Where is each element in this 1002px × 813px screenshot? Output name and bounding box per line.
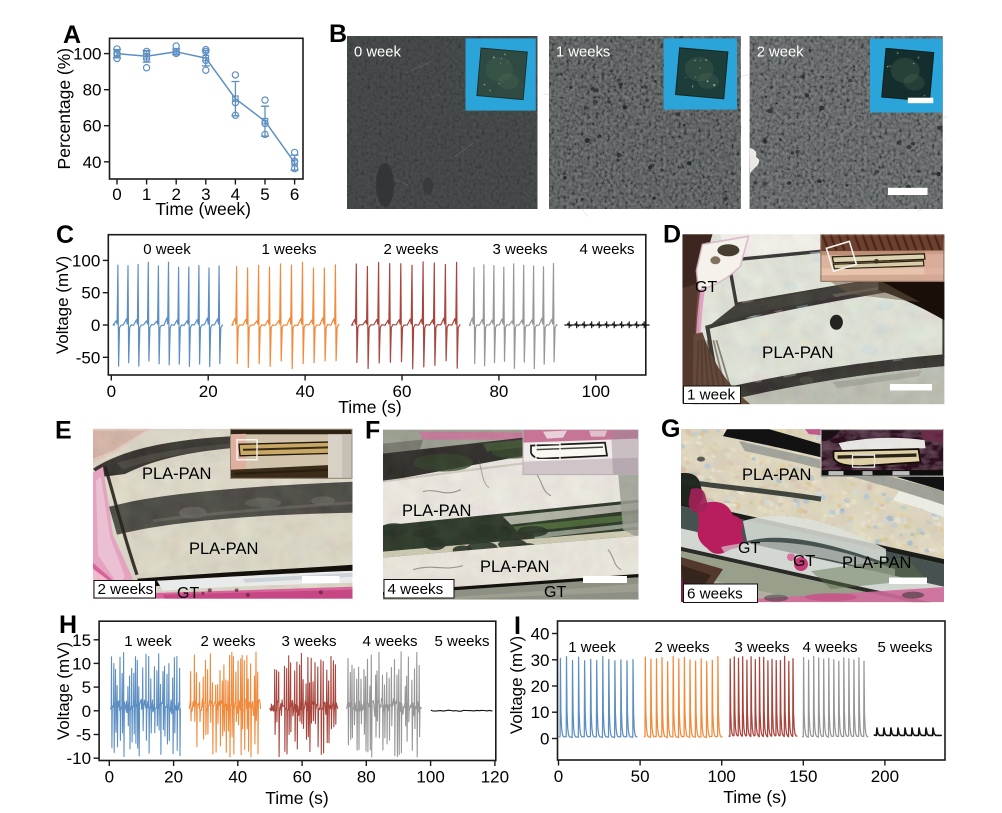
svg-text:E: E [55,417,72,445]
svg-text:120: 120 [481,768,509,787]
svg-text:2 weeks: 2 weeks [654,639,709,656]
svg-text:10: 10 [72,654,91,673]
svg-text:Voltage (mV): Voltage (mV) [54,642,73,740]
svg-text:5 weeks: 5 weeks [434,633,489,650]
svg-text:F: F [365,417,380,445]
svg-text:H: H [59,611,77,639]
svg-text:100: 100 [416,768,444,787]
svg-text:PLA-PAN: PLA-PAN [142,465,211,483]
svg-text:GT: GT [695,279,717,296]
svg-text:GT: GT [177,585,199,602]
svg-text:50: 50 [81,284,100,303]
svg-text:0 week: 0 week [354,45,401,61]
svg-text:100: 100 [73,45,101,64]
svg-text:1 weeks: 1 weeks [556,45,610,61]
svg-text:GT: GT [544,584,566,601]
svg-text:1: 1 [142,185,151,204]
svg-text:0: 0 [105,768,114,787]
svg-text:PLA-PAN: PLA-PAN [762,343,834,362]
svg-text:B: B [329,20,347,48]
svg-text:0: 0 [107,382,116,401]
svg-text:2 week: 2 week [757,45,804,61]
svg-text:60: 60 [393,382,412,401]
svg-text:GT: GT [738,540,760,557]
svg-text:1 week: 1 week [568,639,616,656]
svg-text:15: 15 [72,631,91,650]
svg-text:40: 40 [296,382,315,401]
svg-text:D: D [663,221,681,249]
svg-text:-5: -5 [76,726,91,745]
svg-text:60: 60 [83,117,102,136]
svg-text:Voltage (mV): Voltage (mV) [507,636,526,734]
svg-text:3 weeks: 3 weeks [734,639,789,656]
svg-text:40: 40 [83,153,102,172]
svg-text:2 weeks: 2 weeks [200,633,255,650]
svg-text:3 weeks: 3 weeks [492,241,547,258]
svg-text:20: 20 [199,382,218,401]
svg-text:4 weeks: 4 weeks [579,241,634,258]
svg-text:80: 80 [83,81,102,100]
svg-text:6: 6 [290,185,299,204]
svg-text:5 weeks: 5 weeks [877,639,932,656]
svg-text:50: 50 [631,767,650,786]
svg-text:100: 100 [72,251,100,270]
svg-text:100: 100 [708,767,736,786]
svg-text:I: I [514,612,521,640]
svg-text:2 weeks: 2 weeks [383,241,438,258]
svg-text:G: G [661,415,680,443]
svg-text:4 weeks: 4 weeks [388,581,444,598]
svg-text:4 weeks: 4 weeks [802,639,857,656]
svg-text:A: A [63,21,81,49]
svg-text:40: 40 [228,768,247,787]
svg-text:1 weeks: 1 weeks [261,241,316,258]
svg-text:2 weeks: 2 weeks [98,581,154,598]
svg-text:Time (s): Time (s) [265,788,329,808]
svg-text:30: 30 [531,651,550,670]
svg-text:2: 2 [171,185,180,204]
svg-text:40: 40 [531,625,550,644]
svg-text:Percentage (%): Percentage (%) [54,48,74,170]
svg-text:PLA-PAN: PLA-PAN [189,540,258,558]
svg-text:0 week: 0 week [143,241,191,258]
svg-text:C: C [56,221,74,249]
svg-text:Time (s): Time (s) [723,787,787,807]
svg-text:0: 0 [554,767,563,786]
svg-text:4 weeks: 4 weeks [362,633,417,650]
svg-text:20: 20 [531,677,550,696]
svg-text:-10: -10 [67,749,92,768]
svg-text:0: 0 [82,702,91,721]
svg-text:200: 200 [871,767,899,786]
svg-text:PLA-PAN: PLA-PAN [480,558,549,576]
svg-text:20: 20 [164,768,183,787]
svg-text:0: 0 [112,185,121,204]
svg-text:1 week: 1 week [687,387,736,404]
svg-text:1 week: 1 week [124,633,172,650]
svg-text:0: 0 [91,316,100,335]
svg-text:10: 10 [531,703,550,722]
svg-text:150: 150 [789,767,817,786]
svg-text:60: 60 [293,768,312,787]
svg-text:80: 80 [489,382,508,401]
svg-text:PLA-PAN: PLA-PAN [402,502,471,520]
svg-text:3 weeks: 3 weeks [281,633,336,650]
svg-text:5: 5 [260,185,269,204]
svg-text:100: 100 [582,382,610,401]
svg-text:-50: -50 [76,348,101,367]
svg-text:0: 0 [540,730,549,749]
svg-text:GT: GT [793,553,815,570]
svg-text:Voltage (mV): Voltage (mV) [53,256,72,354]
svg-text:5: 5 [82,678,91,697]
svg-text:Time (s): Time (s) [338,397,402,417]
svg-text:PLA-PAN: PLA-PAN [842,554,911,572]
svg-text:3: 3 [201,185,210,204]
svg-text:Time (week): Time (week) [155,199,251,219]
svg-text:4: 4 [231,185,240,204]
svg-text:6 weeks: 6 weeks [687,586,743,603]
svg-text:PLA-PAN: PLA-PAN [742,466,811,484]
svg-text:80: 80 [357,768,376,787]
